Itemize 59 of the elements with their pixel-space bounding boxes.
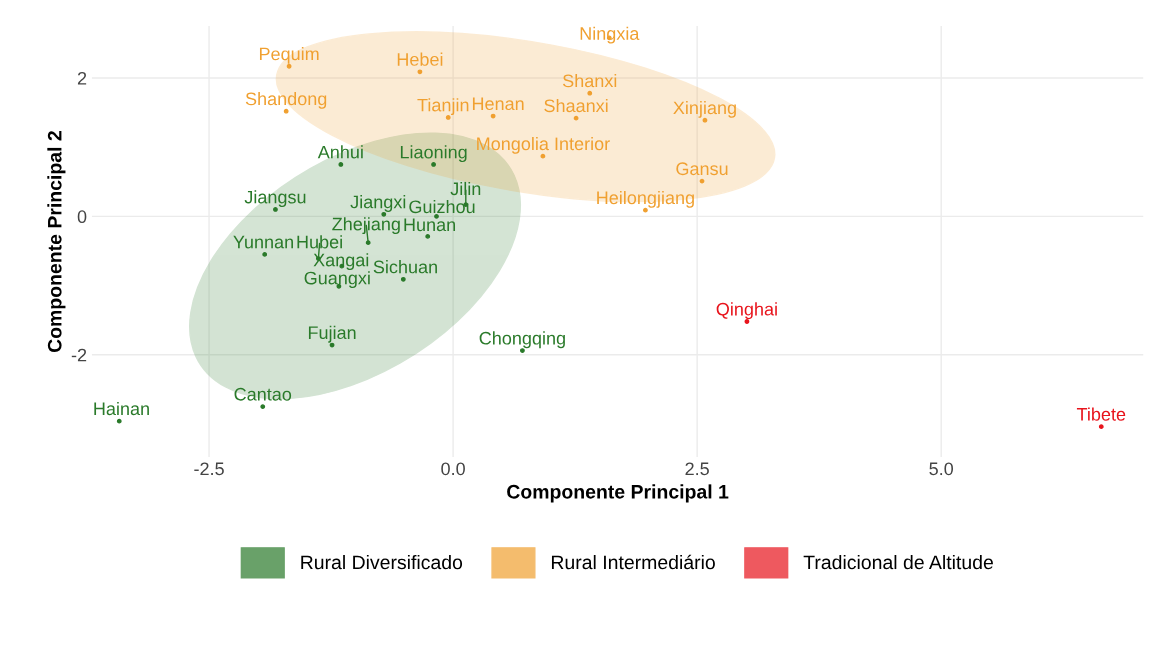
data-label: Tibete [1076,407,1126,421]
x-tick-label: 5.0 [929,462,954,476]
data-label: Henan [472,97,524,111]
data-label: Mongolia Interior [477,136,610,154]
legend-label: Tradicional de Altitude [803,554,993,570]
y-tick-label: 0 [77,210,87,224]
data-label: Sichuan [373,260,437,274]
data-label: Shandong [245,91,327,109]
y-axis-title: Componente Principal 2 [47,131,66,353]
legend-label: Rural Diversificado [301,554,463,570]
x-tick-label: 2.5 [685,462,709,476]
point [417,69,423,75]
point [400,276,406,282]
data-label: Pequim [259,47,319,64]
point [431,162,436,167]
data-label: Hubei [297,235,342,249]
data-label: Hunan [404,218,456,232]
point [338,162,344,167]
point [490,113,496,119]
data-label: Gansu [676,162,728,176]
data-label: Zhejiang [332,217,400,235]
data-label: Cantao [234,387,292,401]
data-label: Fujian [308,325,356,343]
point [573,115,579,121]
legend-label: Rural Intermediário [551,554,715,570]
point [699,178,705,184]
y-tick-label: -2 [71,348,87,362]
data-label: Qinghai [716,302,777,320]
data-label: Jilin [450,181,481,196]
point [587,90,593,96]
x-tick-label: 0.0 [441,462,465,476]
point [425,234,431,239]
point [260,404,266,409]
point [365,240,371,246]
point [116,418,122,424]
point [1098,424,1104,430]
data-label: Shaanxi [544,98,608,113]
y-tick-label: 2 [77,71,87,85]
data-label: Ningxia [580,26,640,44]
data-label: Jiangsu [244,190,306,208]
x-tick-label: -2.5 [194,462,224,476]
data-label: Liaoning [400,145,467,163]
data-label: Hebei [397,52,443,66]
data-label: Jiangxi [350,195,406,212]
data-label: Xangai [313,253,369,271]
point [262,252,268,257]
data-label: Guizhou [409,199,475,214]
data-label: Yunnan [233,235,293,249]
data-label: Chongqing [479,331,565,349]
data-label: Heilongjiang [597,190,694,208]
point [273,207,278,212]
data-label: Anhui [317,145,363,159]
data-label: Xinjiang [673,100,736,118]
data-label: Shanxi [562,74,617,88]
data-label: Tianjin [417,98,469,116]
x-axis-title: Componente Principal 1 [507,484,729,503]
point [445,115,451,120]
data-label: Hainan [94,401,149,416]
data-label: Guangxi [304,271,370,289]
